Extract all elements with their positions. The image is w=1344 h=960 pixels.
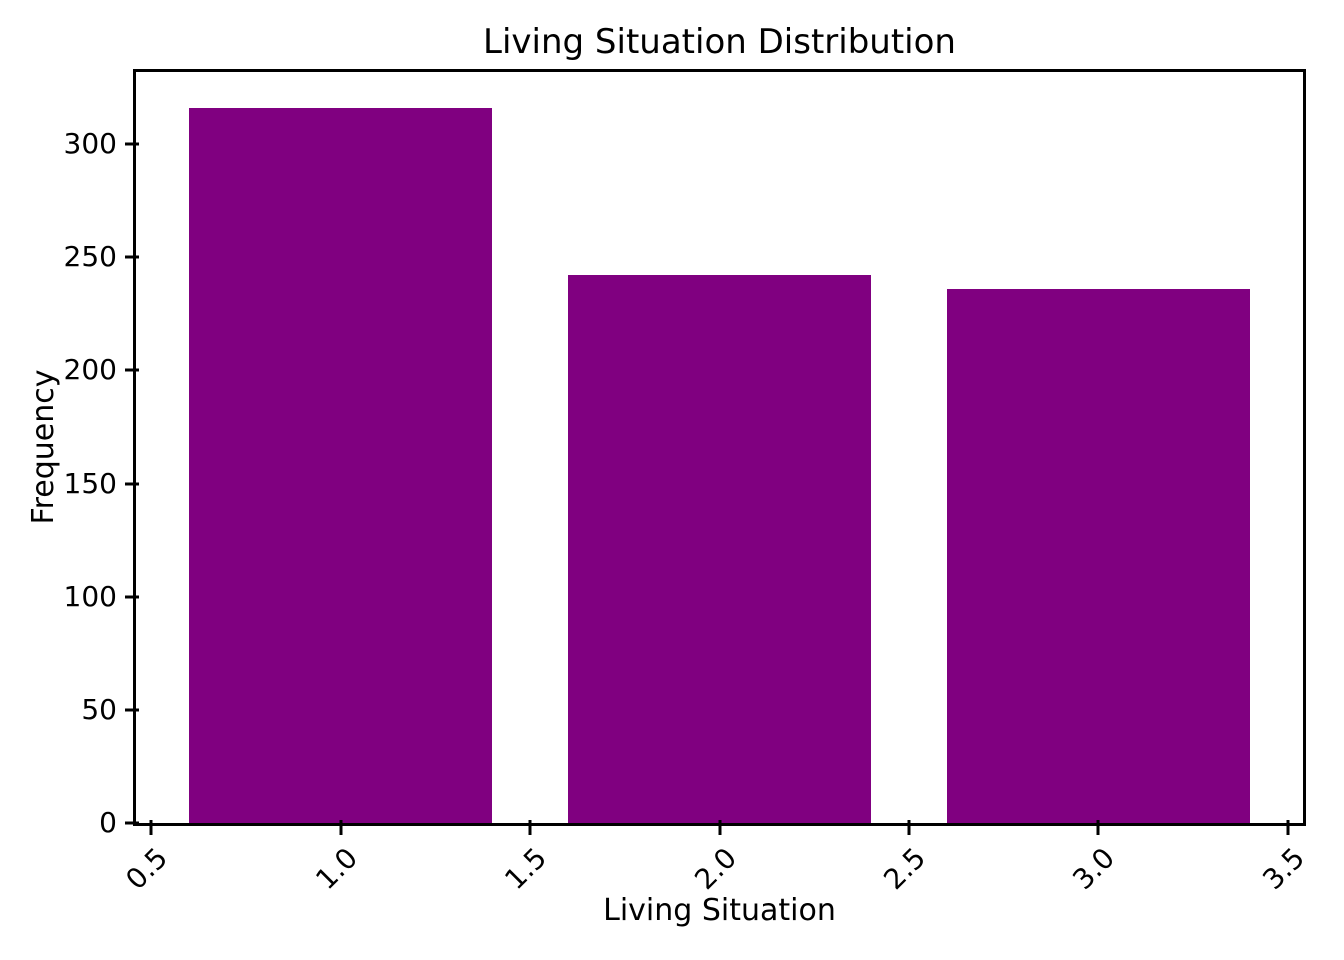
- y-tick-mark: [125, 142, 139, 146]
- x-tick-label: 0.5: [119, 841, 175, 897]
- x-tick-mark: [339, 820, 343, 835]
- y-tick-label: 100: [63, 579, 117, 613]
- x-tick-mark: [1286, 820, 1290, 835]
- y-tick-mark: [125, 821, 139, 825]
- y-tick-mark: [125, 708, 139, 712]
- y-axis-label: Frequency: [26, 369, 61, 525]
- y-tick-mark: [125, 595, 139, 599]
- x-tick-mark: [528, 820, 532, 835]
- y-tick-mark: [125, 482, 139, 485]
- x-tick-mark: [718, 820, 721, 835]
- x-tick-label: 1.5: [498, 841, 554, 897]
- y-tick-label: 150: [63, 466, 117, 500]
- plot-area: 0 50 100 150 200 250 300 0.5 1.0 1.5 2.0 2.5 3.0 3.5: [64, 69, 1311, 896]
- x-tick-label: 1.0: [308, 841, 364, 897]
- y-tick-label: 250: [63, 240, 117, 274]
- x-axis-label: Living Situation: [603, 893, 836, 928]
- y-tick-label: 50: [81, 692, 117, 726]
- x-tick-mark: [149, 820, 153, 835]
- y-tick-mark: [125, 368, 139, 372]
- x-tick-mark: [907, 820, 911, 835]
- bar: [946, 288, 1250, 823]
- bar: [567, 275, 871, 823]
- bar: [189, 107, 493, 823]
- y-tick-label: 200: [63, 353, 117, 387]
- y-tick-mark: [125, 255, 139, 259]
- chart-title: Living Situation Distribution: [483, 22, 956, 62]
- x-tick-label: 2.5: [877, 841, 932, 897]
- x-tick-mark: [1096, 820, 1100, 835]
- y-tick-label: 0: [99, 806, 117, 839]
- y-tick-label: 300: [63, 127, 117, 160]
- x-tick-label: 3.5: [1256, 841, 1311, 897]
- x-tick-label: 3.0: [1066, 841, 1122, 897]
